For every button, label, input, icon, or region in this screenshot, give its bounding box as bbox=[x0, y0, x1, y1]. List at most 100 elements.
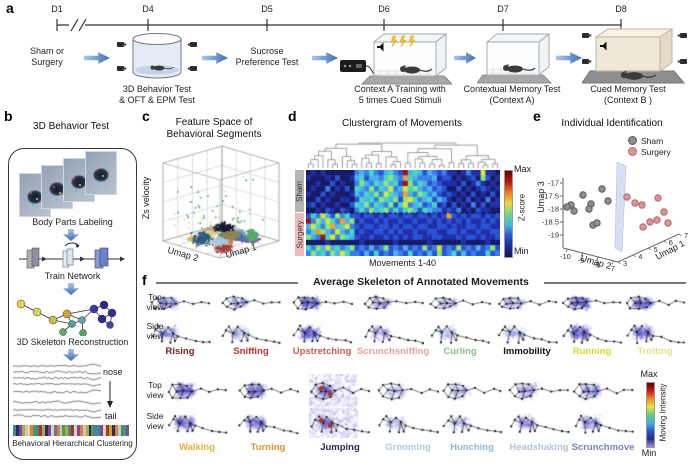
step-label-3d-behavior: 3D Behavior Test & OFT & EPM Test bbox=[102, 84, 212, 105]
ethogram-segment bbox=[120, 425, 124, 436]
movement-cell-top-view bbox=[220, 290, 282, 316]
ethogram-segment bbox=[18, 425, 22, 436]
movement-label: Walking bbox=[178, 442, 216, 453]
movement-label: Grooming bbox=[385, 442, 431, 453]
platform bbox=[477, 74, 553, 84]
legend-label: Surgery bbox=[641, 146, 671, 157]
individual-id-plot: -17 -17.5 -18 -18.5 -19 -10 -9 -8 -7 3 4 5 6 7 bbox=[542, 161, 688, 272]
movement-label: Scrunchsniffing bbox=[356, 346, 430, 357]
umap3-tick: -19 bbox=[548, 231, 559, 240]
panel-e-title: Individual Identification bbox=[561, 118, 663, 129]
step-label-cued-memory: Cued Memory Test (Context B ) bbox=[568, 84, 688, 105]
step-label-contextual-memory: Contextual Memory Test (Context A) bbox=[452, 84, 572, 105]
step-line: Sham or bbox=[29, 46, 64, 56]
dendrogram bbox=[306, 141, 500, 168]
movement-cell-top-view bbox=[441, 374, 503, 408]
camera-icon bbox=[582, 59, 592, 64]
down-arrow-icon bbox=[63, 283, 79, 295]
arrow-icon bbox=[312, 52, 338, 64]
step-line: & OFT & EPM Test bbox=[119, 94, 195, 105]
body-parts-label: Body Parts Labeling bbox=[32, 217, 113, 227]
movement-label: Curling bbox=[443, 346, 477, 357]
ethogram-segment bbox=[88, 425, 92, 436]
movement-cell-side-view bbox=[220, 318, 282, 348]
ethogram-segment bbox=[47, 425, 51, 436]
intensity-max-label: Max bbox=[640, 369, 658, 379]
heatmap bbox=[306, 170, 500, 256]
step-line: Surgery bbox=[31, 56, 63, 67]
panel-b-frame: Body Parts Labeling Train Network 3D Ske… bbox=[8, 148, 137, 460]
umap1-tick: 4 bbox=[638, 252, 642, 261]
colorbar-min-label: Min bbox=[514, 246, 529, 256]
movement-cell-side-view bbox=[561, 318, 623, 348]
ethogram-segment bbox=[62, 425, 66, 436]
panel-e-label: e bbox=[533, 108, 541, 124]
cnn-diagram bbox=[19, 242, 125, 269]
memory-box-icon bbox=[477, 32, 553, 84]
movement-cell-top-view bbox=[572, 374, 634, 408]
sham-point bbox=[598, 185, 606, 193]
panel-d-label: d bbox=[288, 108, 297, 124]
group-bar-surgery: Surgery bbox=[295, 213, 304, 256]
arrow-icon bbox=[556, 52, 582, 64]
panel-a-label: a bbox=[6, 0, 14, 16]
ethogram-segment bbox=[36, 425, 40, 436]
legend-label: Sham bbox=[641, 135, 664, 146]
day-label: D5 bbox=[261, 4, 273, 14]
speaker-icon bbox=[377, 42, 384, 52]
ethogram-segment bbox=[76, 425, 80, 436]
movement-label: Sniffing bbox=[233, 346, 269, 357]
movement-label: Turning bbox=[250, 442, 286, 453]
umap1-tick: 5 bbox=[654, 245, 658, 254]
ethogram-segment bbox=[42, 425, 45, 436]
ethogram-segment bbox=[15, 425, 19, 436]
movement-cell-side-view bbox=[291, 318, 353, 348]
down-arrow-icon bbox=[63, 229, 79, 241]
step-line: 3D Behavior Test bbox=[122, 84, 192, 94]
step-line: Preference Test bbox=[235, 56, 299, 67]
ethogram-segment bbox=[103, 425, 106, 436]
step-label-sucrose: Sucrose Preference Test bbox=[222, 46, 312, 67]
mouse-photo bbox=[85, 151, 117, 195]
step-line: Contextual Memory Test bbox=[463, 84, 561, 94]
ethogram-segment bbox=[85, 425, 89, 436]
step-line: 5 times Cued Stimuli bbox=[358, 94, 442, 105]
separating-plane bbox=[614, 161, 627, 253]
clustering-label: Behavioral Hierarchical Clustering bbox=[12, 439, 133, 448]
camera-icon bbox=[677, 59, 687, 64]
stimulus-device-icon bbox=[340, 60, 366, 72]
mouse-icon bbox=[400, 65, 433, 74]
panel-c-label: c bbox=[142, 108, 150, 124]
ethogram-segment bbox=[100, 425, 104, 436]
ethogram-segment bbox=[82, 425, 86, 436]
cylinder-arena-icon bbox=[117, 33, 197, 79]
surgery-point bbox=[664, 219, 672, 227]
ethogram-segment bbox=[106, 425, 109, 436]
arrow-icon bbox=[202, 52, 228, 64]
ethogram-segment bbox=[21, 425, 25, 436]
umap1-tick: 6 bbox=[669, 238, 673, 247]
ethogram-segment bbox=[94, 425, 98, 436]
day-label: D7 bbox=[497, 4, 509, 14]
movement-cell-top-view bbox=[291, 290, 353, 316]
title-rule-left bbox=[156, 282, 298, 284]
movement-label: Headshaking bbox=[509, 442, 569, 453]
title-rule-right bbox=[544, 282, 686, 284]
surgery-point bbox=[639, 223, 647, 231]
movement-cell-top-view bbox=[508, 374, 570, 408]
view-label-side-2: Side view bbox=[146, 411, 164, 431]
step-label-sham-surgery: Sham or Surgery bbox=[12, 46, 82, 67]
ethogram-segment bbox=[44, 425, 48, 436]
panel-c-title-1: Feature Space of bbox=[175, 117, 253, 128]
group-bar-sham: Sham bbox=[295, 170, 304, 212]
legend: Sham Surgery bbox=[628, 135, 671, 157]
day-label: D1 bbox=[51, 4, 63, 14]
panel-b-title: 3D Behavior Test bbox=[33, 121, 109, 132]
movement-cell-top-view bbox=[496, 290, 558, 316]
movement-label: Running bbox=[572, 346, 612, 357]
mouse-icon bbox=[150, 65, 174, 71]
step-line: (Context B ) bbox=[603, 94, 652, 105]
legend-dot-icon bbox=[628, 147, 637, 156]
arrow-icon bbox=[84, 52, 110, 64]
umap3-tick: -17.5 bbox=[542, 192, 559, 201]
